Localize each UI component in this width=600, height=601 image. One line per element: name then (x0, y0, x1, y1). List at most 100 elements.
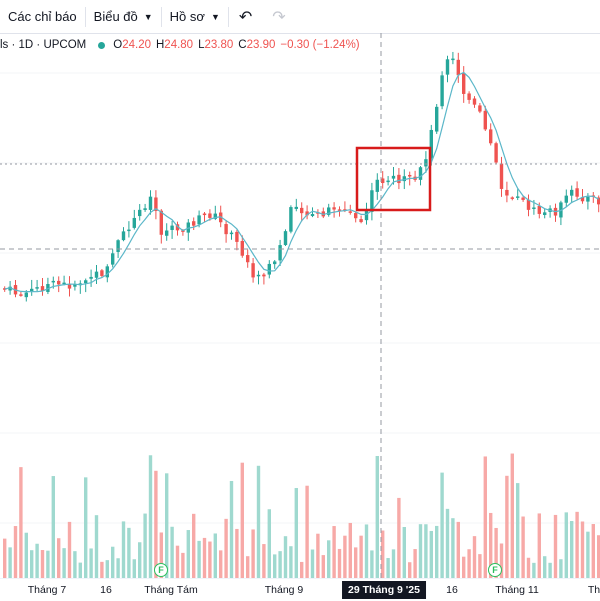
candle (381, 178, 385, 184)
volume-bar (111, 546, 115, 578)
candle (111, 253, 115, 265)
candle (310, 214, 315, 217)
profile-button[interactable]: Hồ sơ ▼ (162, 0, 228, 33)
volume-bar (197, 540, 201, 578)
candle (127, 229, 131, 232)
candle (132, 217, 136, 228)
candle (472, 98, 477, 105)
volume-bar (35, 543, 39, 578)
volume-bar (343, 535, 347, 578)
candle (278, 245, 282, 261)
chevron-down-icon: ▼ (210, 11, 220, 22)
volume-bar (494, 527, 498, 578)
volume-bar (332, 526, 336, 578)
candle (154, 197, 158, 211)
volume-bar (192, 513, 196, 578)
top-toolbar: Các chỉ báo Biểu đồ ▼ Hồ sơ ▼ ↶ ↷ (0, 0, 600, 34)
close-value: 23.90 (246, 39, 276, 51)
volume-bar (526, 557, 531, 578)
candle (494, 143, 498, 163)
candle (483, 110, 487, 130)
volume-bar (24, 532, 28, 578)
volume-bar (175, 545, 180, 578)
volume-bar (413, 549, 417, 578)
candle (8, 286, 12, 291)
candle (165, 230, 169, 236)
volume-bar (537, 513, 541, 578)
time-tick: Th (587, 584, 600, 596)
volume-bar (451, 518, 455, 578)
indicators-label: Các chỉ báo (8, 9, 77, 24)
time-tick: Tháng 9 (264, 584, 304, 596)
candle (375, 179, 379, 192)
volume-bar (408, 562, 412, 578)
volume-bar (548, 562, 552, 578)
volume-bar (294, 488, 298, 578)
chart-type-button[interactable]: Biểu đồ ▼ (86, 0, 161, 33)
volume-bar (586, 531, 590, 578)
price-chart[interactable] (0, 33, 600, 578)
volume-bar (397, 497, 401, 578)
candle (451, 58, 455, 61)
candle (445, 59, 450, 75)
volume-bar (505, 475, 509, 578)
close-key: C (238, 39, 247, 51)
volume-bar (521, 516, 525, 578)
volume-bar (570, 521, 574, 578)
volume-bar (467, 549, 471, 578)
dividend-badge[interactable]: F (154, 563, 168, 577)
time-tick: 16 (446, 584, 458, 596)
candle (283, 231, 288, 246)
redo-icon[interactable]: ↷ (272, 8, 286, 26)
candle (192, 221, 196, 226)
time-tick: Tháng Tám (144, 584, 198, 596)
volume-bar (364, 524, 369, 578)
volume-bar (532, 562, 536, 578)
candle (516, 196, 520, 198)
candle (94, 271, 99, 278)
volume-bar (305, 485, 309, 578)
candle (175, 224, 180, 231)
candle (521, 197, 525, 200)
candle (116, 240, 120, 252)
candle (84, 280, 88, 284)
volume-bar (159, 532, 163, 578)
candle (40, 286, 45, 291)
volume-bar (62, 548, 66, 578)
indicators-button[interactable]: Các chỉ báo (0, 0, 85, 33)
volume-bar (3, 538, 7, 578)
candle (170, 225, 174, 230)
volume-bar (127, 527, 131, 578)
candle (300, 207, 304, 214)
volume-bar (386, 558, 390, 578)
volume-bar (105, 560, 109, 578)
volume-bar (262, 544, 266, 578)
candle (370, 190, 374, 212)
profile-label: Hồ sơ (169, 9, 205, 24)
candle (386, 180, 390, 183)
candle (89, 276, 93, 279)
symbol-text[interactable]: ls · 1D · UPCOM (0, 39, 87, 51)
volume-bar (208, 541, 212, 578)
candle (138, 209, 142, 217)
time-tick: 16 (100, 584, 112, 596)
candle (532, 207, 536, 210)
candle (391, 175, 396, 179)
volume-bar (370, 550, 374, 578)
volume-bar (138, 542, 142, 578)
candle (159, 210, 163, 235)
low-value: 23.80 (204, 39, 234, 51)
volume-bar (391, 549, 396, 578)
candle (543, 212, 547, 215)
volume-bar (213, 533, 217, 578)
undo-icon[interactable]: ↶ (238, 8, 253, 26)
dividend-badge[interactable]: F (488, 563, 502, 577)
volume-bar (310, 549, 315, 578)
volume-bar (202, 537, 207, 578)
time-tick: Tháng 11 (495, 584, 539, 596)
candle (224, 224, 228, 235)
volume-bar (100, 561, 104, 578)
market-status-icon (98, 41, 106, 49)
high-key: H (155, 39, 165, 51)
candle (418, 167, 423, 180)
